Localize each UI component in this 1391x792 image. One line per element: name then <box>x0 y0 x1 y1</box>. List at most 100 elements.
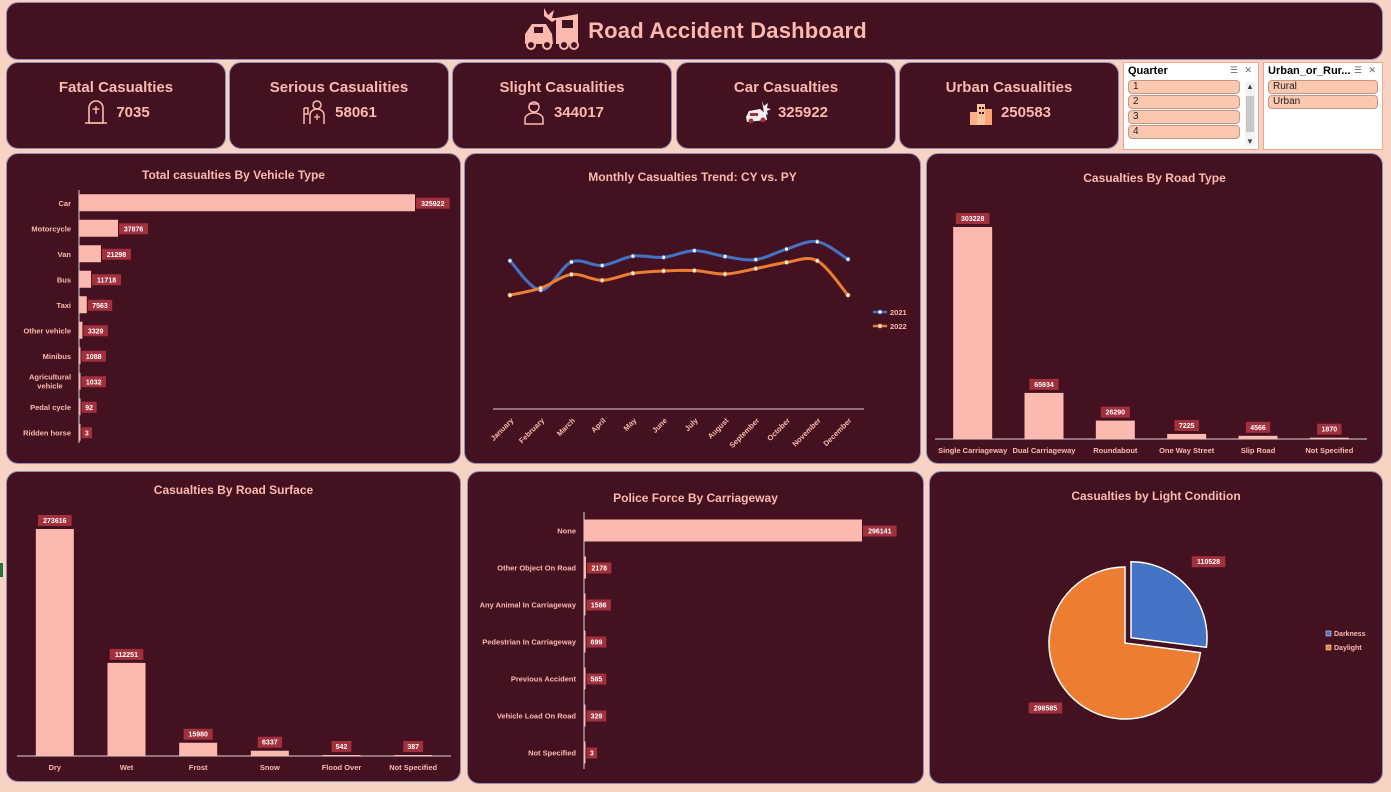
series-point <box>599 277 605 283</box>
bar <box>79 270 92 288</box>
kpi-value: 7035 <box>116 103 150 121</box>
data-label: 298585 <box>1034 705 1057 712</box>
slicer-item[interactable]: Urban <box>1268 95 1378 109</box>
category-label: None <box>557 527 576 536</box>
category-label: Frost <box>189 763 208 772</box>
bar <box>107 662 146 756</box>
category-label: vehicle <box>37 381 62 390</box>
category-label: Single Carriageway <box>938 446 1008 455</box>
bar <box>584 556 587 579</box>
category-label: Flood Over <box>322 763 362 772</box>
category-label: Pedal cycle <box>30 403 71 412</box>
month-label: November <box>790 416 822 448</box>
data-label: 15980 <box>188 732 208 739</box>
data-label-bg <box>257 736 283 748</box>
data-label: 699 <box>591 640 603 647</box>
bar <box>79 398 81 416</box>
data-label-bg <box>1028 702 1063 714</box>
chart-title: Casualties By Road Surface <box>153 483 314 497</box>
scroll-up-icon[interactable]: ▲ <box>1246 82 1254 91</box>
chart-svg: January February March April May June July Augu… <box>489 239 907 450</box>
city-icon <box>969 104 992 125</box>
series-point <box>691 248 697 254</box>
category-label: Vehicle Load On Road <box>497 712 577 721</box>
slicer-item[interactable]: 4 <box>1128 125 1240 139</box>
data-label: 26290 <box>1106 410 1126 417</box>
kpi-value: 344017 <box>553 103 605 121</box>
legend-swatch <box>1325 630 1332 637</box>
category-label: Pedestrian In Carriageway <box>482 638 577 647</box>
category-label: Snow <box>260 763 280 772</box>
category-label: Van <box>58 250 72 259</box>
bar <box>1309 437 1349 439</box>
month-label: June <box>650 416 669 435</box>
bar <box>79 219 119 237</box>
kpi-fatal: Fatal Casualties 7035 <box>6 62 226 149</box>
data-label: 2178 <box>591 566 607 573</box>
data-label: 4566 <box>1250 425 1266 432</box>
bar <box>250 750 289 756</box>
series-line-2022 <box>509 257 850 297</box>
grave-icon <box>85 100 108 124</box>
filter-icon[interactable]: ☰ ✕ <box>1229 65 1254 75</box>
bar <box>79 194 415 212</box>
month-label: February <box>517 415 547 445</box>
data-label: 387 <box>407 744 419 751</box>
data-label: 21298 <box>107 252 127 259</box>
category-label: Motorcycle <box>31 224 71 233</box>
chart-svg: Car 325922 Motorcycle 37876 Van 21298 Bus 11718… <box>23 190 450 443</box>
scroll-thumb[interactable] <box>1246 96 1254 132</box>
data-label: 585 <box>591 677 603 684</box>
data-label-bg <box>586 747 598 759</box>
slicer-item[interactable]: 1 <box>1128 80 1240 94</box>
bar <box>1167 433 1207 439</box>
monthly-trend-panel: Monthly Casualties Trend: CY vs. PY Janu… <box>464 153 921 464</box>
slicer-title: Urban_or_Rur... <box>1268 65 1351 77</box>
quarter-slicer[interactable]: Quarter ☰ ✕ 1 2 3 4 ▲ ▼ <box>1123 62 1259 150</box>
data-label-bg <box>81 427 93 439</box>
vehicle-type-panel: Total casualties By Vehicle Type Car 3259… <box>6 153 461 464</box>
slicer-scrollbar[interactable]: ▲ ▼ <box>1245 82 1255 146</box>
legend-label: 2021 <box>890 308 907 317</box>
chart-title: Casualties By Road Type <box>1083 171 1226 185</box>
data-label-bg <box>81 401 97 413</box>
series-point <box>630 270 636 276</box>
data-label: 325922 <box>421 201 444 208</box>
slicer-item[interactable]: Rural <box>1268 80 1378 94</box>
urban-rural-slicer[interactable]: Urban_or_Rur... ☰ ✕ Rural Urban <box>1263 62 1383 150</box>
data-label: 65934 <box>1034 382 1054 389</box>
series-point <box>814 239 820 245</box>
series-point <box>722 254 728 259</box>
data-label-bg <box>83 325 108 337</box>
category-label: Any Animal In Carriageway <box>480 601 577 610</box>
series-point <box>845 292 851 298</box>
chart-svg: Single Carriageway 303228 Dual Carriageway… <box>935 213 1367 455</box>
data-label: 273616 <box>43 518 66 525</box>
bar <box>1024 392 1064 439</box>
kpi-label: Fatal Casualties <box>58 79 174 96</box>
kpi-value: 325922 <box>777 103 829 121</box>
data-label-bg <box>92 274 122 286</box>
bar <box>79 423 81 441</box>
category-label: Other Object On Road <box>497 564 576 573</box>
series-point <box>784 259 789 265</box>
scroll-down-icon[interactable]: ▼ <box>1246 137 1254 146</box>
filter-icon[interactable]: ☰ ✕ <box>1353 65 1378 75</box>
category-label: Car <box>58 199 71 208</box>
series-point <box>753 257 759 263</box>
series-point <box>507 292 513 298</box>
data-label: 3 <box>85 430 89 437</box>
bar <box>584 593 586 616</box>
slicer-item[interactable]: 3 <box>1128 110 1240 124</box>
bar <box>79 296 87 314</box>
month-label: December <box>821 416 853 448</box>
data-label-bg <box>1245 421 1271 433</box>
data-label-bg <box>183 728 213 740</box>
person-icon <box>524 101 544 125</box>
category-label: One Way Street <box>1159 446 1215 455</box>
category-label: Roundabout <box>1093 446 1138 455</box>
data-label-bg <box>87 299 113 311</box>
dashboard-title: Road Accident Dashboard <box>588 18 867 43</box>
slicer-item[interactable]: 2 <box>1128 95 1240 109</box>
data-label: 1870 <box>1322 427 1338 434</box>
